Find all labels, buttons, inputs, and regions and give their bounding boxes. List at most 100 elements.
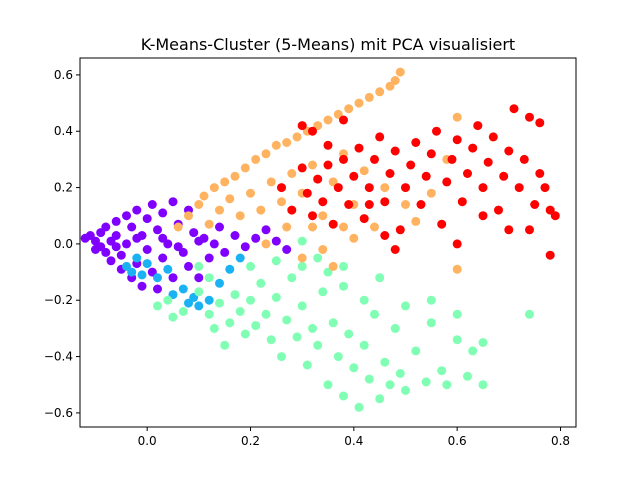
data-point [370, 154, 379, 164]
data-point [147, 200, 157, 209]
data-point [328, 318, 338, 328]
data-point [313, 174, 323, 184]
data-point [153, 284, 162, 294]
x-axis: 0.0 0.2 0.4 0.6 0.8 [138, 427, 570, 448]
data-point [101, 222, 111, 232]
data-point [411, 138, 421, 147]
data-point [256, 278, 266, 288]
y-tick-label: 0.2 [54, 181, 73, 195]
data-point [540, 183, 550, 193]
data-point [240, 242, 250, 252]
data-point [463, 371, 472, 381]
data-point [323, 140, 333, 150]
data-point [525, 309, 534, 319]
data-point [132, 233, 142, 243]
data-point [292, 332, 302, 342]
data-point [339, 281, 348, 291]
points-layer [80, 67, 560, 412]
data-point [421, 171, 431, 181]
data-point [359, 214, 369, 224]
data-point [364, 183, 374, 193]
data-point [287, 169, 297, 178]
cluster-0 [80, 197, 292, 294]
data-point [385, 169, 395, 178]
data-point [519, 154, 529, 164]
data-point [339, 154, 348, 164]
data-point [323, 380, 333, 390]
data-point [173, 242, 183, 252]
chart-title: K-Means-Cluster (5-Means) mit PCA visual… [141, 35, 515, 54]
data-point [106, 256, 116, 266]
data-point [246, 295, 255, 305]
data-point [235, 307, 245, 316]
data-point [349, 363, 359, 373]
data-point [308, 126, 317, 136]
data-point [189, 228, 199, 238]
data-point [452, 309, 462, 319]
data-point [401, 200, 410, 209]
data-point [158, 208, 168, 218]
data-point [323, 267, 333, 277]
data-point [246, 261, 255, 271]
data-point [111, 242, 121, 252]
data-point [261, 149, 271, 159]
data-point [359, 166, 369, 176]
data-point [416, 200, 426, 209]
data-point [282, 315, 292, 325]
data-point [323, 115, 333, 125]
data-point [277, 352, 286, 362]
data-point [302, 360, 312, 370]
data-point [308, 160, 317, 170]
data-point [364, 374, 374, 384]
y-tick-label: 0.0 [54, 237, 73, 251]
data-point [261, 239, 271, 249]
data-point [478, 338, 488, 347]
data-point [240, 163, 250, 173]
data-point [437, 366, 447, 376]
data-point [349, 233, 359, 243]
data-point [271, 236, 281, 246]
data-point [287, 273, 297, 283]
data-point [401, 183, 410, 193]
data-point [142, 259, 152, 269]
plot-frame [79, 57, 577, 428]
y-axis: −0.6 −0.4 −0.2 0.0 0.2 0.4 0.6 [44, 68, 80, 420]
data-point [313, 253, 323, 263]
x-tick-label: 0.6 [448, 434, 467, 448]
data-point [488, 132, 498, 142]
data-point [447, 154, 457, 164]
y-tick-label: 0.4 [54, 124, 73, 138]
data-point [251, 321, 261, 331]
cluster-2 [153, 236, 534, 412]
data-point [442, 380, 452, 390]
data-point [158, 253, 168, 263]
data-point [473, 121, 483, 131]
data-point [153, 273, 162, 283]
data-point [204, 253, 214, 263]
data-point [230, 290, 240, 300]
x-tick-label: 0.4 [344, 434, 363, 448]
data-point [220, 247, 230, 257]
data-point [313, 340, 323, 350]
data-point [344, 200, 354, 209]
data-point [514, 183, 524, 193]
data-point [390, 245, 400, 254]
data-point [494, 205, 503, 215]
data-point [271, 256, 281, 266]
data-point [122, 239, 131, 249]
data-point [308, 323, 317, 333]
data-point [426, 318, 436, 328]
data-point [375, 87, 385, 97]
data-point [163, 264, 173, 274]
data-point [215, 298, 224, 308]
data-point [426, 188, 436, 198]
data-point [318, 197, 328, 207]
data-point [132, 205, 142, 215]
data-point [457, 197, 467, 207]
data-point [421, 377, 431, 387]
data-point [380, 231, 390, 240]
data-point [184, 211, 193, 221]
data-point [111, 216, 121, 226]
data-point [395, 225, 405, 235]
data-point [550, 211, 560, 221]
